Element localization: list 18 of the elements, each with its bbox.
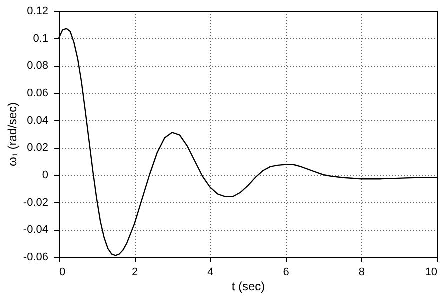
x-axis-title: t (sec) — [232, 280, 266, 294]
y-tick-label: 0.08 — [27, 60, 48, 72]
y-tick-label: 0.12 — [27, 6, 48, 18]
y-tick-label: -0.04 — [23, 224, 48, 236]
y-tick-label: 0.1 — [33, 32, 48, 45]
x-tick-label: 4 — [208, 266, 214, 278]
y-tick-label: 0.02 — [27, 142, 48, 154]
x-tick-label: 0 — [60, 266, 66, 278]
x-tick-label: 8 — [358, 266, 365, 278]
y-tick-label: 0.06 — [27, 88, 48, 100]
y-tick-label: 0 — [42, 170, 48, 182]
y-tick-label: 0.04 — [27, 114, 48, 127]
y-axis-title: ω₁ (rad/sec) — [5, 102, 20, 167]
x-tick-label: 6 — [283, 266, 290, 278]
y-tick-label: -0.02 — [23, 196, 48, 209]
x-tick-label: 2 — [132, 266, 138, 278]
x-tick-label: 10 — [425, 266, 438, 278]
y-tick-label: -0.06 — [23, 252, 48, 264]
